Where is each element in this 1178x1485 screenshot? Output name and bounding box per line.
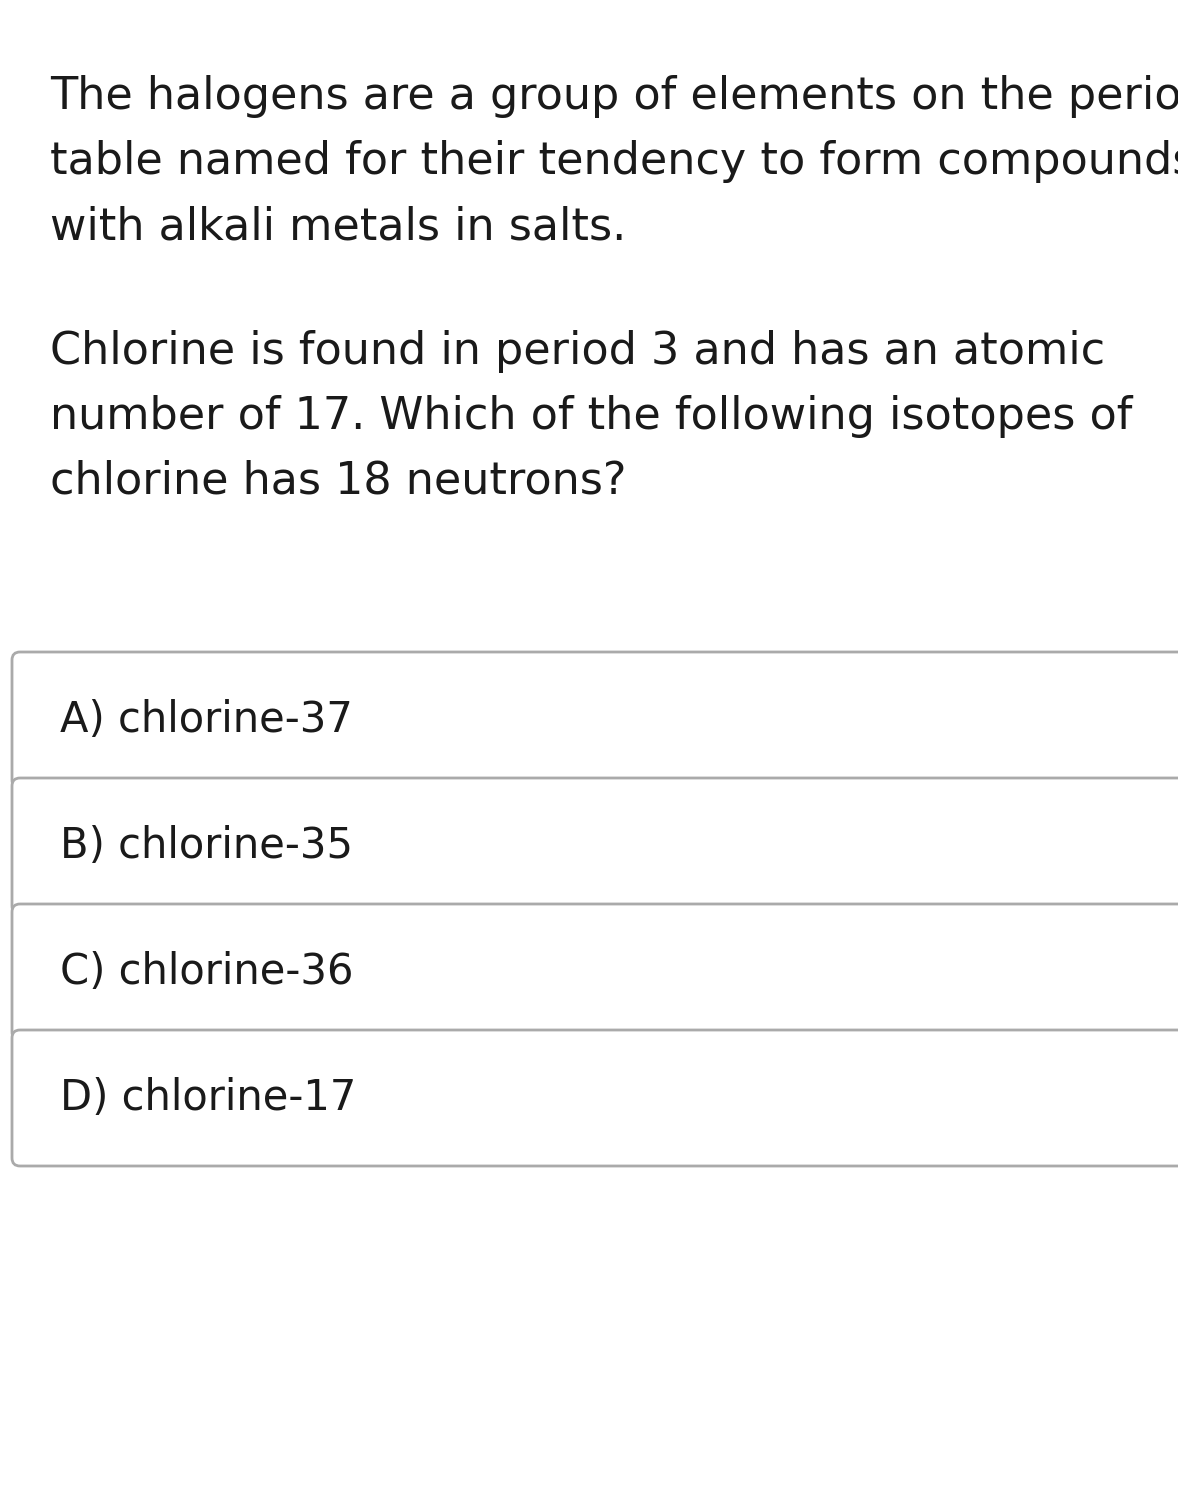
- Text: A) chlorine-37: A) chlorine-37: [60, 699, 352, 741]
- FancyBboxPatch shape: [12, 778, 1178, 913]
- Text: B) chlorine-35: B) chlorine-35: [60, 826, 353, 867]
- Text: with alkali metals in salts.: with alkali metals in salts.: [49, 205, 627, 248]
- Text: C) chlorine-36: C) chlorine-36: [60, 950, 353, 993]
- Text: D) chlorine-17: D) chlorine-17: [60, 1077, 356, 1120]
- FancyBboxPatch shape: [12, 1031, 1178, 1166]
- Text: chlorine has 18 neutrons?: chlorine has 18 neutrons?: [49, 460, 627, 503]
- FancyBboxPatch shape: [12, 652, 1178, 789]
- Text: Chlorine is found in period 3 and has an atomic: Chlorine is found in period 3 and has an…: [49, 330, 1105, 373]
- Text: table named for their tendency to form compounds: table named for their tendency to form c…: [49, 140, 1178, 183]
- FancyBboxPatch shape: [12, 904, 1178, 1040]
- Text: The halogens are a group of elements on the periodic: The halogens are a group of elements on …: [49, 76, 1178, 117]
- Text: number of 17. Which of the following isotopes of: number of 17. Which of the following iso…: [49, 395, 1132, 438]
